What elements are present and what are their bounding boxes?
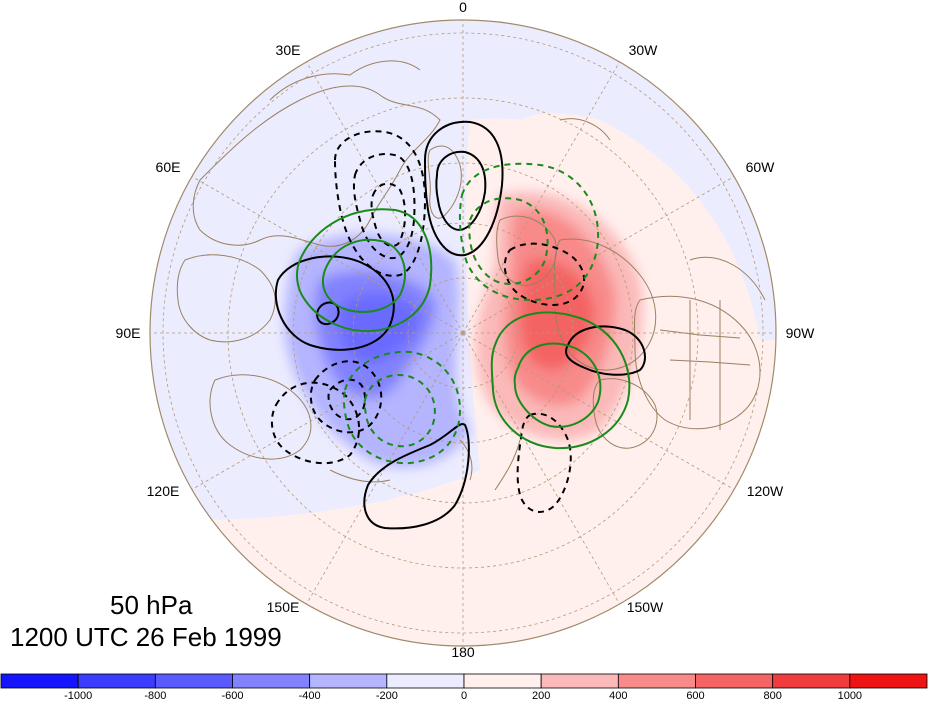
colorbar-box [695, 673, 774, 689]
lon-label-90w: 90W [786, 325, 816, 341]
meridian-line [462, 61, 620, 334]
green-solid-contours [296, 208, 631, 450]
colorbar-tick-label: 0 [461, 690, 467, 702]
map-disk [150, 20, 776, 646]
meridian-line [462, 332, 735, 490]
meridian-line [306, 61, 464, 334]
colorbar-box [772, 673, 851, 689]
colorbar-tick-label: -800 [144, 690, 166, 702]
map-border [149, 19, 777, 647]
colorbar-box [617, 673, 696, 689]
colorbar-box [77, 673, 156, 689]
lon-label-60e: 60E [156, 159, 181, 175]
colorbar-tick-label: 1000 [838, 690, 862, 702]
meridian-line [462, 332, 620, 605]
anomaly-plus-600 [520, 259, 595, 371]
colorbar-tick-label: -600 [221, 690, 243, 702]
lon-label-0: 0 [459, 0, 467, 15]
colorbar-tick-label: -1000 [64, 690, 92, 702]
negative-height-contours [270, 130, 585, 513]
colorbar-tick-label: 600 [686, 690, 704, 702]
colorbar-box [309, 673, 388, 689]
meridian-line [191, 332, 464, 490]
longitude-labels: 0 30W 60W 90W 120W 150W 180 150E 120E 90… [116, 0, 816, 660]
polar-map: 0 30W 60W 90W 120W 150W 180 150E 120E 90… [116, 0, 816, 660]
positive-height-contours [274, 120, 646, 530]
lon-label-180: 180 [451, 644, 475, 660]
colorbar-box [154, 673, 233, 689]
lon-label-120w: 120W [747, 483, 784, 499]
lon-label-30w: 30W [629, 42, 659, 58]
colorbar-box [849, 673, 928, 689]
colorbar-tick-label: 400 [609, 690, 627, 702]
colorbar-labels: -1000 -800 -600 -400 -200 0 200 400 600 800 1000 [64, 690, 862, 702]
colorbar-tick-label: -400 [299, 690, 321, 702]
colorbar-tick-label: 800 [763, 690, 781, 702]
colorbar-box [540, 673, 619, 689]
positive-anomaly [475, 191, 643, 441]
colorbar-boxes [0, 673, 928, 689]
colorbar: -1000 -800 -600 -400 -200 0 200 400 600 800 1000 [0, 673, 928, 702]
datetime-title: 1200 UTC 26 Feb 1999 [10, 622, 282, 652]
meridian-line [462, 176, 735, 334]
meridian-line [191, 176, 464, 334]
coastlines [176, 60, 766, 491]
colorbar-tick-label: -200 [376, 690, 398, 702]
lon-label-120e: 120E [147, 483, 180, 499]
lon-label-30e: 30E [276, 42, 301, 58]
lon-label-150e: 150E [267, 599, 300, 615]
lon-label-60w: 60W [746, 159, 776, 175]
colorbar-tick-label: 200 [532, 690, 550, 702]
green-dashed-contours [343, 162, 600, 465]
lon-label-150w: 150W [627, 599, 664, 615]
colorbar-box [386, 673, 465, 689]
pressure-level-title: 50 hPa [110, 590, 193, 620]
colorbar-box [0, 673, 79, 689]
colorbar-box [463, 673, 542, 689]
colorbar-box [232, 673, 311, 689]
anomaly-minus-600 [337, 292, 420, 364]
lon-label-90e: 90E [116, 325, 141, 341]
